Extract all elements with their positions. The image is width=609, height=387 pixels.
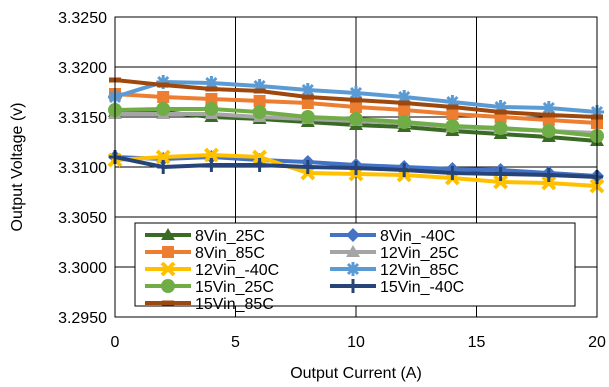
- legend-swatch-marker: [162, 300, 174, 306]
- legend-item: 15Vin_25C: [145, 279, 274, 296]
- legend-swatch-marker: [346, 245, 360, 257]
- plot-area-border: [114, 16, 598, 318]
- data-point: [541, 175, 557, 191]
- y-tick-label: 3.3250: [58, 10, 107, 27]
- data-point: [252, 105, 267, 119]
- data-point: [494, 109, 507, 115]
- data-point: [397, 115, 412, 129]
- data-point: [253, 95, 266, 107]
- y-tick-label: 3.3100: [58, 160, 107, 177]
- data-point: [445, 119, 460, 133]
- data-point: [157, 91, 170, 103]
- series-15Vin_-40C: [109, 150, 603, 184]
- data-point: [541, 101, 556, 115]
- data-point: [446, 108, 459, 120]
- legend-item: 12Vin_-40C: [145, 261, 279, 279]
- legend-label: 12Vin_25C: [380, 245, 459, 262]
- legend-swatch-marker: [346, 262, 360, 276]
- legend-item: 12Vin_25C: [330, 245, 459, 262]
- data-point: [157, 160, 170, 174]
- x-tick-label: 15: [468, 334, 486, 351]
- data-point: [350, 97, 362, 103]
- legend-swatch-marker: [346, 228, 360, 242]
- legend-swatch-marker: [160, 261, 176, 277]
- data-point: [493, 121, 508, 135]
- legend-item: 15Vin_-40C: [330, 279, 464, 296]
- legend-label: 12Vin_-40C: [195, 262, 279, 279]
- legend-label: 12Vin_85C: [380, 262, 459, 279]
- data-point: [349, 86, 363, 100]
- legend-item: 15Vin_85C: [145, 296, 274, 313]
- data-point: [205, 93, 218, 105]
- legend-swatch-marker: [347, 279, 359, 293]
- x-tick-label: 0: [111, 334, 120, 351]
- data-point: [398, 100, 411, 106]
- x-axis-title: Output Current (A): [290, 365, 422, 382]
- data-point: [253, 88, 266, 94]
- data-point: [204, 102, 219, 116]
- series-15Vin_25C: [108, 102, 604, 143]
- data-point: [204, 76, 219, 90]
- data-point: [157, 82, 170, 88]
- data-point: [445, 95, 460, 109]
- tick-labels: 3.2950 3.3000 3.3050 3.3100 3.3150 3.3200 3.32…: [58, 10, 606, 351]
- y-tick-label: 3.3000: [58, 260, 107, 277]
- series-layer: [107, 75, 605, 194]
- legend-label: 8Vin_85C: [195, 245, 265, 262]
- x-tick-label: 5: [231, 334, 240, 351]
- legend-swatch-marker: [162, 246, 174, 258]
- y-tick-label: 3.3050: [58, 210, 107, 227]
- data-point: [350, 101, 362, 113]
- legend-label: 15Vin_-40C: [380, 279, 464, 296]
- data-point: [203, 147, 219, 163]
- data-point: [253, 158, 266, 172]
- data-point: [252, 149, 268, 165]
- data-point: [398, 104, 411, 116]
- data-point: [156, 102, 171, 116]
- y-tick-label: 3.2950: [58, 310, 107, 327]
- data-point: [301, 97, 314, 109]
- x-tick-label: 20: [588, 334, 606, 351]
- legend-swatch-marker: [161, 228, 175, 240]
- legend-label: 8Vin_-40C: [380, 228, 455, 245]
- data-point: [301, 160, 314, 174]
- data-point: [205, 158, 218, 172]
- series-12Vin_85C: [108, 75, 604, 119]
- legend-item: 8Vin_85C: [145, 245, 265, 262]
- y-tick-label: 3.3200: [58, 60, 107, 77]
- data-point: [493, 174, 509, 190]
- x-tick-label: 10: [347, 334, 365, 351]
- data-point: [397, 90, 412, 104]
- data-point: [205, 86, 218, 92]
- legend-swatch-marker: [161, 279, 175, 293]
- data-point: [494, 167, 507, 181]
- data-point: [349, 112, 363, 126]
- data-point: [541, 124, 556, 138]
- y-tick-label: 3.3150: [58, 110, 107, 127]
- legend-label: 8Vin_25C: [195, 228, 265, 245]
- data-point: [301, 94, 314, 100]
- legend-item: 12Vin_85C: [330, 262, 459, 279]
- data-point: [155, 149, 171, 165]
- y-axis-title: Output Voltage (v): [9, 103, 26, 232]
- data-point: [493, 100, 508, 114]
- data-point: [398, 163, 411, 177]
- legend-label: 15Vin_25C: [195, 279, 274, 296]
- data-point: [350, 161, 362, 175]
- data-point: [446, 104, 459, 110]
- legend-label: 15Vin_85C: [195, 296, 274, 313]
- data-point: [542, 112, 555, 118]
- data-point: [542, 168, 555, 182]
- data-point: [156, 75, 171, 89]
- data-point: [300, 83, 315, 97]
- data-point: [446, 166, 459, 180]
- legend-item: 8Vin_-40C: [330, 228, 455, 245]
- data-point: [252, 79, 267, 93]
- legend-item: 8Vin_25C: [145, 228, 265, 245]
- data-point: [300, 110, 315, 124]
